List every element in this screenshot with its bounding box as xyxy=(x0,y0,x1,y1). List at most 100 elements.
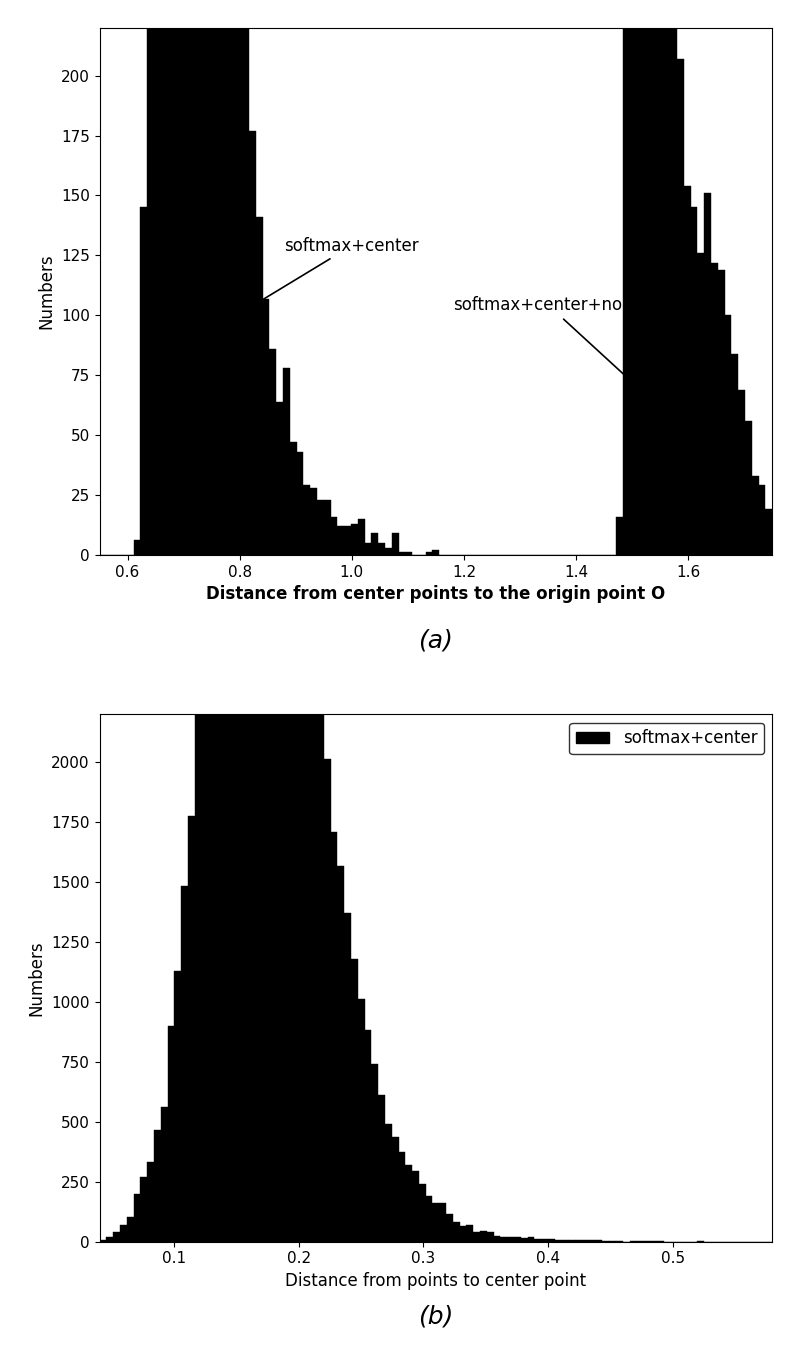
Bar xyxy=(718,270,725,555)
Bar xyxy=(276,0,283,1242)
Bar xyxy=(188,815,194,1242)
Bar xyxy=(181,0,188,555)
Bar xyxy=(235,89,242,1242)
Bar xyxy=(371,533,378,555)
Bar xyxy=(256,217,262,555)
Bar xyxy=(249,0,256,1242)
Bar xyxy=(487,1233,494,1242)
Bar xyxy=(752,475,758,555)
Text: softmax+center: softmax+center xyxy=(241,236,419,313)
Bar xyxy=(406,1165,412,1242)
X-axis label: Distance from points to center point: Distance from points to center point xyxy=(286,1272,586,1289)
Bar xyxy=(338,526,344,555)
Bar xyxy=(276,401,283,555)
Bar xyxy=(297,452,303,555)
Bar xyxy=(229,208,235,1242)
Bar xyxy=(242,0,249,555)
Bar xyxy=(433,1203,439,1242)
Bar xyxy=(542,1239,548,1242)
Bar xyxy=(521,1238,528,1242)
Bar xyxy=(202,0,208,555)
Bar xyxy=(378,543,385,555)
Bar xyxy=(704,193,711,555)
Bar xyxy=(134,540,140,555)
Bar xyxy=(630,0,636,555)
Bar xyxy=(126,1218,134,1242)
Bar xyxy=(371,1064,378,1242)
Bar xyxy=(501,1237,507,1242)
Bar xyxy=(140,208,147,555)
Text: softmax+center+norm: softmax+center+norm xyxy=(453,297,645,383)
Bar xyxy=(738,390,745,555)
Bar xyxy=(711,262,718,555)
Bar xyxy=(616,517,622,555)
Bar xyxy=(474,1233,480,1242)
Bar xyxy=(480,1231,487,1242)
Bar xyxy=(439,1203,446,1242)
Bar xyxy=(194,698,202,1242)
Bar xyxy=(324,500,330,555)
Bar xyxy=(358,518,365,555)
Bar xyxy=(310,616,317,1242)
Bar xyxy=(154,0,161,555)
Bar xyxy=(534,1239,542,1242)
Bar xyxy=(290,212,297,1242)
Bar xyxy=(147,1162,154,1242)
Bar xyxy=(568,1241,575,1242)
Bar xyxy=(548,1239,554,1242)
Bar xyxy=(446,1215,453,1242)
Bar xyxy=(758,486,766,555)
Bar xyxy=(324,759,330,1242)
Bar xyxy=(365,543,371,555)
Bar xyxy=(453,1222,460,1242)
Bar xyxy=(235,0,242,555)
Bar xyxy=(663,0,670,555)
Bar xyxy=(351,524,358,555)
Bar xyxy=(147,0,154,555)
Text: (a): (a) xyxy=(418,629,454,652)
Bar xyxy=(731,354,738,555)
Bar xyxy=(358,999,365,1242)
Bar xyxy=(181,887,188,1242)
Bar xyxy=(392,533,398,555)
Bar xyxy=(670,0,677,555)
Bar xyxy=(766,509,772,555)
Bar xyxy=(249,131,256,555)
Legend: softmax+center: softmax+center xyxy=(570,722,764,755)
Bar xyxy=(507,1237,514,1242)
Bar xyxy=(202,598,208,1242)
Bar xyxy=(636,0,643,555)
Bar xyxy=(385,1125,392,1242)
Bar xyxy=(344,913,351,1242)
Bar xyxy=(528,1237,534,1242)
Bar xyxy=(222,0,229,555)
Bar xyxy=(426,1196,433,1242)
Bar xyxy=(344,526,351,555)
Bar xyxy=(745,421,752,555)
Bar xyxy=(460,1226,466,1242)
Bar xyxy=(222,270,229,1242)
Bar xyxy=(188,0,194,555)
Bar xyxy=(134,1195,140,1242)
Y-axis label: Numbers: Numbers xyxy=(28,940,46,1015)
Bar xyxy=(310,487,317,555)
Bar xyxy=(725,316,731,555)
Bar xyxy=(378,1095,385,1242)
Bar xyxy=(385,548,392,555)
Bar xyxy=(392,1137,398,1242)
Bar xyxy=(643,0,650,555)
Bar xyxy=(208,493,215,1242)
Bar xyxy=(283,0,290,1242)
Bar xyxy=(622,0,630,555)
X-axis label: Distance from center points to the origin point O: Distance from center points to the origi… xyxy=(206,585,666,603)
Bar xyxy=(595,1239,602,1242)
Text: (b): (b) xyxy=(418,1304,454,1328)
Bar xyxy=(270,0,276,1242)
Bar xyxy=(256,0,262,1242)
Bar xyxy=(589,1241,595,1242)
Bar xyxy=(174,971,181,1242)
Bar xyxy=(365,1030,371,1242)
Bar xyxy=(215,0,222,555)
Bar xyxy=(426,552,433,555)
Bar xyxy=(303,522,310,1242)
